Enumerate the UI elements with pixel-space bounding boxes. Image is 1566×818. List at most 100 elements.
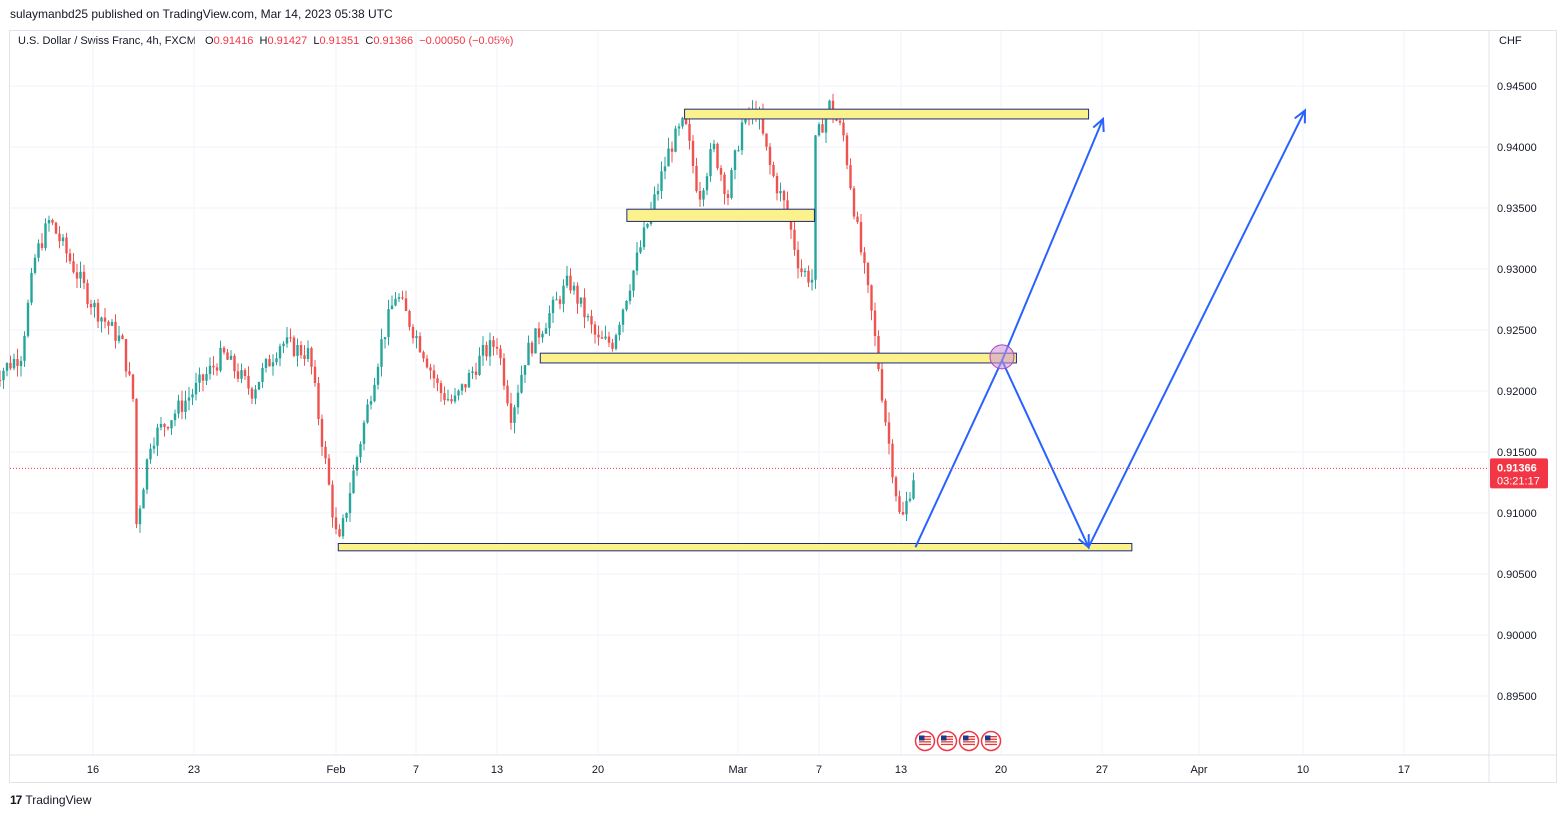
candle-body[interactable] <box>842 122 845 136</box>
candle-body[interactable] <box>191 394 194 398</box>
candle-body[interactable] <box>471 371 474 373</box>
candle-body[interactable] <box>19 360 23 367</box>
candle-body[interactable] <box>467 372 471 388</box>
candle-body[interactable] <box>884 400 887 423</box>
candle-body[interactable] <box>89 304 93 308</box>
candle-body[interactable] <box>257 381 261 390</box>
candle-body[interactable] <box>170 420 173 429</box>
candle-body[interactable] <box>236 371 240 379</box>
candle-body[interactable] <box>880 369 884 401</box>
candle-body[interactable] <box>355 457 359 471</box>
candle-body[interactable] <box>821 124 824 133</box>
candle-body[interactable] <box>464 384 467 388</box>
candle-body[interactable] <box>215 367 219 371</box>
candle-body[interactable] <box>709 149 712 177</box>
candle-body[interactable] <box>667 148 670 167</box>
candle-body[interactable] <box>723 174 726 195</box>
candle-body[interactable] <box>233 355 236 372</box>
candle-body[interactable] <box>0 379 2 381</box>
candle-body[interactable] <box>369 401 373 405</box>
candle-body[interactable] <box>474 371 478 375</box>
candle-body[interactable] <box>100 317 103 322</box>
candle-body[interactable] <box>303 355 306 359</box>
candle-body[interactable] <box>380 339 383 367</box>
candle-body[interactable] <box>135 398 138 525</box>
candle-body[interactable] <box>520 374 523 393</box>
candle-body[interactable] <box>803 270 807 273</box>
candle-body[interactable] <box>719 168 723 175</box>
candle-body[interactable] <box>817 124 821 136</box>
candle-body[interactable] <box>373 384 376 402</box>
candle-body[interactable] <box>198 374 201 383</box>
candle-body[interactable] <box>180 400 184 412</box>
candle-body[interactable] <box>800 268 803 273</box>
candle-body[interactable] <box>548 313 551 329</box>
candle-body[interactable] <box>506 385 509 404</box>
candle-body[interactable] <box>684 117 688 124</box>
candle-body[interactable] <box>296 344 299 356</box>
candle-body[interactable] <box>625 300 628 310</box>
candle-body[interactable] <box>534 328 537 354</box>
candle-body[interactable] <box>737 150 740 152</box>
candle-body[interactable] <box>572 285 576 291</box>
candle-body[interactable] <box>891 443 894 478</box>
candle-body[interactable] <box>796 249 800 269</box>
candle-body[interactable] <box>348 493 352 513</box>
candle-body[interactable] <box>422 352 425 359</box>
candle-body[interactable] <box>418 336 422 353</box>
candle-body[interactable] <box>782 191 786 201</box>
candle-body[interactable] <box>219 347 222 371</box>
candle-body[interactable] <box>387 309 390 338</box>
candle-body[interactable] <box>621 309 625 325</box>
candle-body[interactable] <box>250 388 254 399</box>
candle-body[interactable] <box>569 275 572 291</box>
candle-body[interactable] <box>401 297 404 299</box>
candle-body[interactable] <box>40 243 44 248</box>
candle-body[interactable] <box>222 347 226 353</box>
candle-body[interactable] <box>166 427 170 429</box>
candle-body[interactable] <box>208 365 212 375</box>
candle-body[interactable] <box>443 393 446 401</box>
candle-body[interactable] <box>478 355 481 375</box>
candle-body[interactable] <box>68 253 72 262</box>
candle-body[interactable] <box>450 399 453 402</box>
candle-body[interactable] <box>261 368 264 382</box>
candle-body[interactable] <box>590 315 593 325</box>
candle-body[interactable] <box>324 446 327 459</box>
candle-body[interactable] <box>492 340 495 347</box>
candle-body[interactable] <box>352 470 355 494</box>
candle-body[interactable] <box>887 422 891 444</box>
candle-body[interactable] <box>159 423 163 428</box>
candle-body[interactable] <box>908 498 912 501</box>
candle-body[interactable] <box>866 263 870 286</box>
candle-body[interactable] <box>730 170 733 198</box>
candle-body[interactable] <box>142 489 145 509</box>
candle-body[interactable] <box>579 297 583 304</box>
candle-body[interactable] <box>376 366 380 385</box>
candle-body[interactable] <box>485 344 488 357</box>
candle-body[interactable] <box>726 194 730 198</box>
candle-body[interactable] <box>103 317 107 322</box>
candle-body[interactable] <box>131 374 135 399</box>
candle-body[interactable] <box>607 336 611 343</box>
candle-body[interactable] <box>240 370 243 379</box>
candle-body[interactable] <box>495 346 499 349</box>
candle-body[interactable] <box>278 346 282 359</box>
candle-body[interactable] <box>642 227 646 248</box>
candle-body[interactable] <box>772 165 775 177</box>
support-resistance-zone[interactable] <box>337 543 1133 552</box>
candle-body[interactable] <box>187 397 191 401</box>
candle-body[interactable] <box>415 336 418 338</box>
candle-body[interactable] <box>789 216 793 230</box>
candle-body[interactable] <box>33 257 37 273</box>
candle-body[interactable] <box>628 290 632 301</box>
candle-body[interactable] <box>674 128 677 152</box>
candle-body[interactable] <box>145 459 149 490</box>
candle-body[interactable] <box>460 384 464 391</box>
candle-body[interactable] <box>593 324 597 335</box>
candle-body[interactable] <box>856 216 859 222</box>
candle-body[interactable] <box>457 390 460 396</box>
tradingview-logo[interactable]: 17 TradingView <box>10 793 91 807</box>
candle-body[interactable] <box>285 337 289 344</box>
candle-body[interactable] <box>611 342 614 349</box>
